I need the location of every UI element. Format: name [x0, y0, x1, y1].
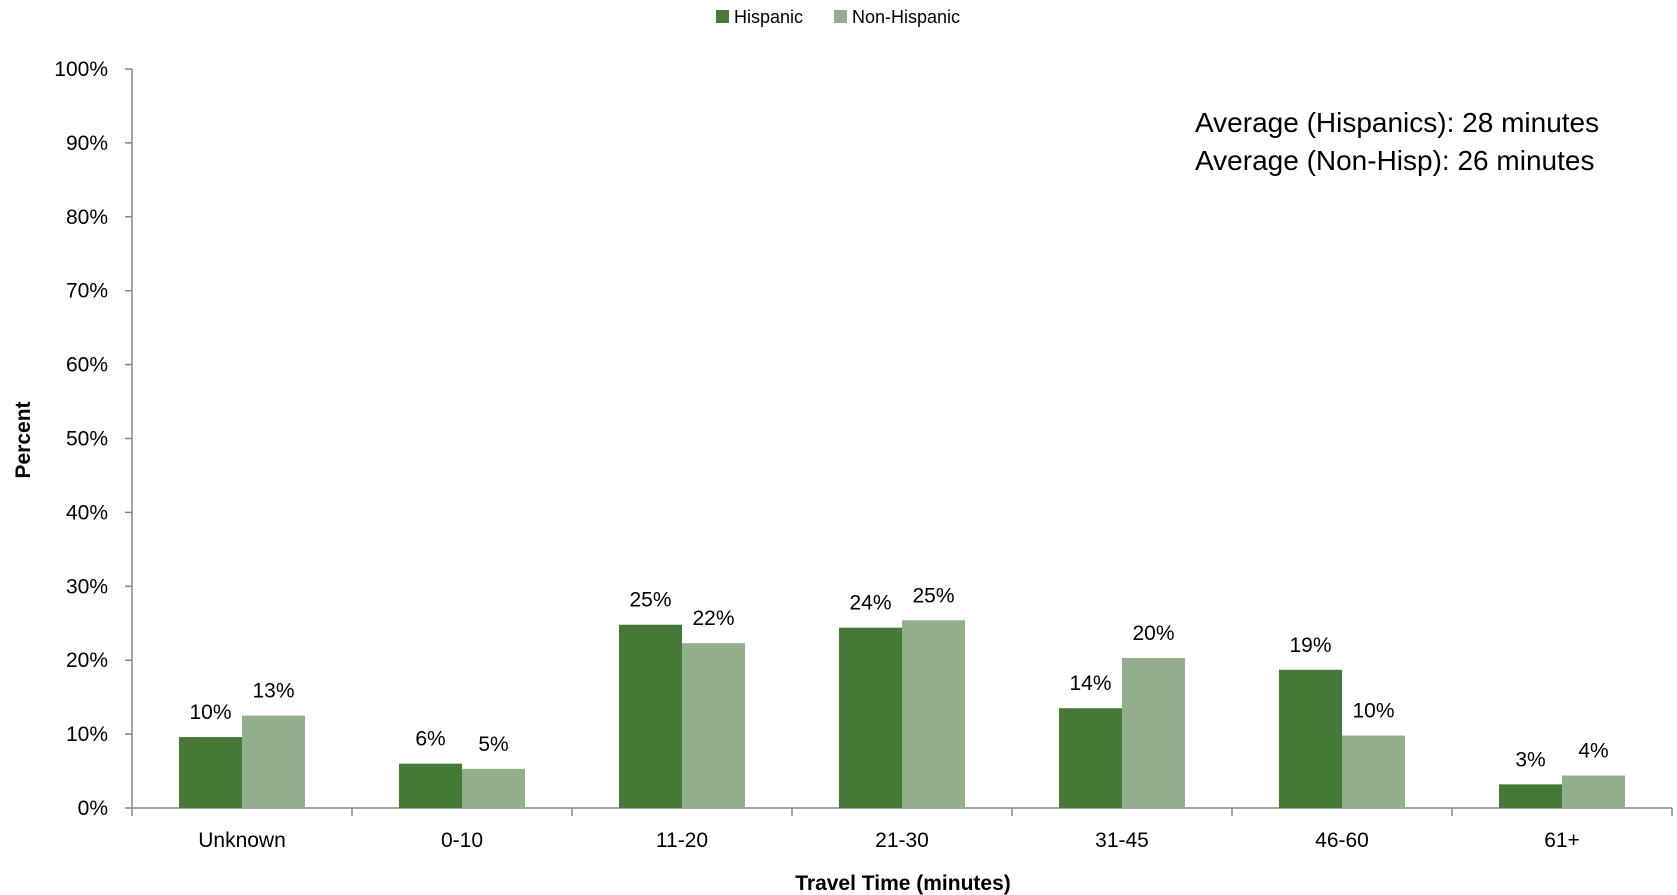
average-annotation: Average (Hispanics): 28 minutes: [1195, 107, 1599, 138]
data-label: 25%: [629, 589, 671, 612]
annotations: Average (Hispanics): 28 minutes Average (…: [1195, 107, 1599, 176]
average-annotation: Average (Non-Hisp): 26 minutes: [1195, 145, 1594, 176]
x-axis: Unknown 0-10 11-20 21-30 31-45 46-60 61+: [131, 807, 1673, 852]
y-tick-label: 90%: [66, 132, 108, 155]
x-tick-label: 61+: [1544, 829, 1580, 852]
y-tick-label: 80%: [66, 206, 108, 229]
y-tick-label: 0%: [78, 797, 108, 820]
bar-non-hispanic: [902, 620, 965, 808]
bar-hispanic: [1059, 708, 1122, 808]
bar-non-hispanic: [1562, 775, 1625, 808]
x-tick-label: Unknown: [198, 829, 286, 852]
bar-hispanic: [399, 763, 462, 808]
bars: [179, 620, 1625, 808]
x-tick-label: 21-30: [875, 829, 929, 852]
bar-non-hispanic: [462, 768, 525, 808]
data-label: 10%: [1352, 700, 1394, 723]
y-axis-title: Percent: [12, 401, 35, 478]
y-tick-label: 40%: [66, 501, 108, 524]
bar-non-hispanic: [1342, 735, 1405, 808]
y-axis: 0% 10% 20% 30% 40% 50% 60% 70% 80% 90% 100%: [54, 58, 133, 820]
data-label: 3%: [1515, 748, 1545, 771]
x-tick-label: 46-60: [1315, 829, 1369, 852]
x-tick-label: 11-20: [656, 829, 708, 852]
y-tick-label: 20%: [66, 649, 108, 672]
data-label: 10%: [189, 701, 231, 724]
data-label: 5%: [478, 733, 508, 756]
data-label: 13%: [252, 680, 294, 703]
y-tick-label: 70%: [66, 280, 108, 303]
y-tick-label: 50%: [66, 428, 108, 451]
data-label: 19%: [1289, 634, 1331, 657]
legend: Hispanic Non-Hispanic: [716, 7, 960, 27]
y-tick-label: 10%: [66, 723, 108, 746]
y-tick-label: 100%: [54, 58, 108, 81]
bar-non-hispanic: [242, 715, 305, 808]
data-label: 25%: [912, 584, 954, 607]
data-label: 20%: [1132, 622, 1174, 645]
bar-hispanic: [839, 627, 902, 808]
y-tick-label: 30%: [66, 575, 108, 598]
bar-hispanic: [179, 737, 242, 808]
bar-hispanic: [1499, 784, 1562, 808]
data-label: 24%: [849, 592, 891, 615]
legend-swatch: [716, 10, 729, 23]
data-label: 4%: [1578, 739, 1608, 762]
data-label: 6%: [415, 728, 445, 751]
data-label: 22%: [692, 607, 734, 630]
bar-hispanic: [619, 624, 682, 808]
y-tick-label: 60%: [66, 354, 108, 377]
legend-label: Hispanic: [734, 7, 803, 27]
bar-non-hispanic: [682, 643, 745, 808]
legend-label: Non-Hispanic: [852, 7, 960, 27]
legend-swatch: [834, 10, 847, 23]
x-tick-label: 31-45: [1095, 829, 1149, 852]
x-axis-title: Travel Time (minutes): [795, 872, 1011, 895]
data-labels: 10% 13% 6% 5% 25% 22% 24% 25% 14% 20% 19% 10% 3% 4%: [189, 584, 1608, 771]
x-tick-label: 0-10: [441, 829, 483, 852]
data-label: 14%: [1069, 672, 1111, 695]
bar-hispanic: [1279, 669, 1342, 808]
bar-non-hispanic: [1122, 657, 1185, 808]
